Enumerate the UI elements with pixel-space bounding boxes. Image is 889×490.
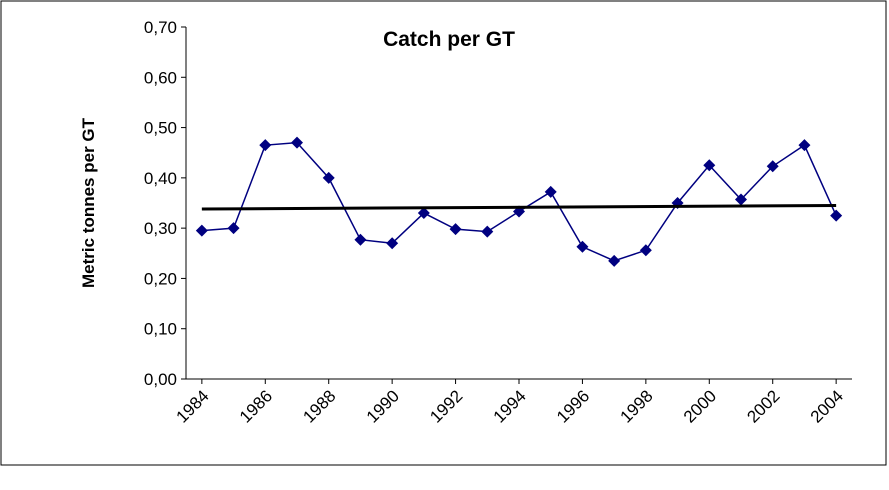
data-point (481, 225, 494, 238)
data-point (766, 160, 779, 173)
data-point (195, 224, 208, 237)
data-point (608, 254, 621, 267)
data-point (354, 233, 367, 246)
y-axis-label: Metric tonnes per GT (79, 117, 98, 288)
x-tick-label: 1984 (173, 386, 213, 426)
x-tick-label: 2000 (680, 386, 720, 426)
x-tick-label: 2004 (807, 386, 847, 426)
trend-line (201, 204, 837, 211)
y-tick-label: 0,10 (144, 320, 177, 339)
chart-title: Catch per GT (383, 28, 515, 51)
x-tick-label: 1998 (617, 386, 657, 426)
data-point (735, 193, 747, 206)
data-point (798, 139, 811, 152)
x-tick-label: 1988 (299, 386, 339, 426)
y-tick-label: 0,40 (144, 169, 177, 188)
chart-border (0, 0, 887, 466)
x-tick-label: 1990 (363, 386, 403, 426)
y-tick-label: 0,60 (144, 68, 177, 87)
data-point (291, 136, 303, 149)
y-tick-label: 0,30 (144, 219, 177, 238)
y-tick-label: 0,50 (144, 119, 177, 138)
data-point (417, 207, 430, 220)
data-point (703, 159, 716, 172)
data-point (386, 237, 399, 250)
x-tick-label: 1992 (426, 386, 466, 426)
y-tick-label: 0,20 (144, 269, 177, 288)
data-point (259, 139, 272, 152)
data-point (576, 240, 589, 253)
x-tick-label: 1986 (236, 386, 276, 426)
y-tick-label: 0,00 (144, 370, 177, 389)
data-point (639, 244, 652, 257)
x-tick-label: 1996 (553, 386, 593, 426)
data-point (830, 209, 843, 222)
x-tick-label: 2002 (743, 386, 783, 426)
x-tick-label: 1994 (490, 386, 530, 426)
y-tick-label: 0,70 (144, 18, 177, 37)
data-point (544, 185, 557, 198)
data-point (322, 171, 335, 184)
data-point (227, 222, 240, 235)
data-point (449, 223, 462, 236)
